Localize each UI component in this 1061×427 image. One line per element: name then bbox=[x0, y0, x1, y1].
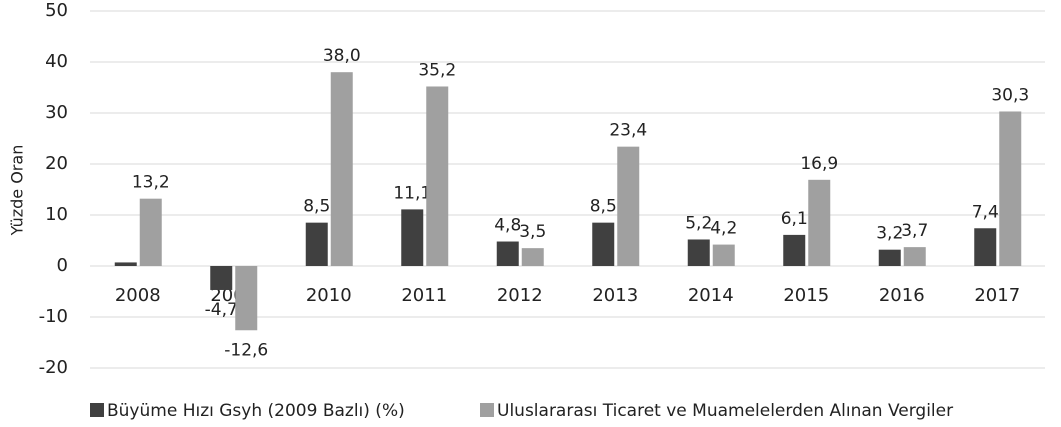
bar bbox=[235, 266, 258, 331]
data-label: 13,2 bbox=[132, 173, 170, 193]
data-label: 30,3 bbox=[991, 85, 1029, 105]
x-tick-label: 2017 bbox=[974, 285, 1020, 306]
data-label: 11,1 bbox=[393, 183, 431, 203]
bar bbox=[783, 234, 806, 266]
data-label: 16,9 bbox=[800, 154, 838, 174]
data-label: 5,2 bbox=[685, 213, 712, 233]
data-label: 6,1 bbox=[781, 209, 808, 229]
x-tick-label: 2015 bbox=[783, 285, 829, 306]
x-tick-label: 2011 bbox=[401, 285, 447, 306]
bar bbox=[426, 86, 449, 266]
x-tick-label: 2014 bbox=[688, 285, 734, 306]
data-label: 3,7 bbox=[901, 221, 928, 241]
bar bbox=[114, 262, 137, 266]
y-tick-label: 0 bbox=[57, 255, 68, 276]
bar bbox=[210, 266, 233, 290]
bar bbox=[878, 249, 901, 266]
x-tick-label: 2008 bbox=[115, 285, 161, 306]
bar bbox=[330, 72, 353, 266]
bar bbox=[521, 248, 544, 266]
bar bbox=[808, 179, 831, 266]
y-tick-label: 50 bbox=[45, 0, 68, 21]
y-tick-label: -20 bbox=[39, 357, 68, 378]
x-tick-label: 2010 bbox=[306, 285, 352, 306]
bar bbox=[139, 198, 162, 266]
legend-label: Uluslararası Ticaret ve Muamelelerden Al… bbox=[497, 401, 953, 421]
bar bbox=[687, 239, 710, 266]
x-tick-label: 2012 bbox=[497, 285, 543, 306]
legend-swatch bbox=[90, 403, 104, 417]
bar bbox=[974, 228, 997, 266]
data-label: -4,7 bbox=[205, 300, 238, 320]
y-tick-label: 20 bbox=[45, 153, 68, 174]
bar bbox=[999, 111, 1022, 266]
data-label: 23,4 bbox=[609, 121, 647, 141]
data-label: -12,6 bbox=[224, 340, 268, 360]
data-label: 4,2 bbox=[710, 219, 737, 239]
x-tick-label: 2013 bbox=[592, 285, 638, 306]
bar bbox=[617, 146, 640, 266]
x-tick-label: 2016 bbox=[879, 285, 925, 306]
bar bbox=[305, 222, 328, 266]
data-label: 3,5 bbox=[519, 222, 546, 242]
bar bbox=[712, 244, 735, 266]
data-label: 7,4 bbox=[972, 202, 999, 222]
y-tick-label: 10 bbox=[45, 204, 68, 225]
y-tick-label: -10 bbox=[39, 306, 68, 327]
data-label: 8,5 bbox=[590, 197, 617, 217]
y-axis-title: Yüzde Oran bbox=[8, 145, 27, 237]
legend-label: Büyüme Hızı Gsyh (2009 Bazlı) (%) bbox=[107, 401, 405, 421]
y-tick-label: 30 bbox=[45, 102, 68, 123]
data-label: 8,5 bbox=[303, 197, 330, 217]
data-label: 3,2 bbox=[876, 224, 903, 244]
bar bbox=[401, 209, 424, 266]
data-label: 35,2 bbox=[418, 60, 456, 80]
bar bbox=[903, 247, 926, 266]
bar bbox=[496, 241, 519, 266]
legend-swatch bbox=[480, 403, 494, 417]
y-tick-label: 40 bbox=[45, 51, 68, 72]
bar bbox=[592, 222, 615, 266]
data-label: 38,0 bbox=[323, 46, 361, 66]
data-label: 4,8 bbox=[494, 216, 521, 236]
